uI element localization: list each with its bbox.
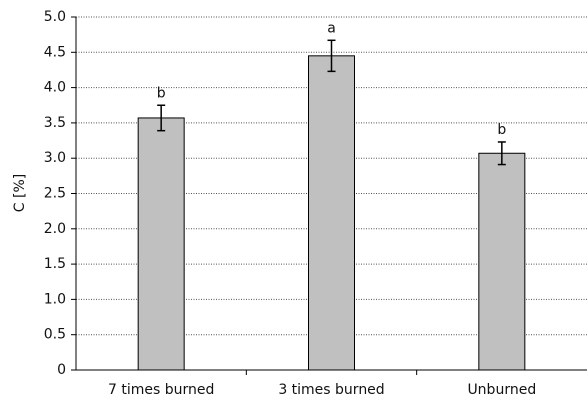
y-tick-label: 2.5 [44, 186, 66, 202]
y-tick-label: 4.0 [44, 80, 66, 96]
y-tick-label: 3.5 [44, 115, 66, 131]
y-tick-label: 2.0 [44, 221, 66, 237]
y-tick-label: 5.0 [44, 9, 66, 25]
bar [308, 55, 355, 371]
y-tick-label: 1.0 [44, 291, 66, 307]
bar [137, 117, 185, 371]
y-axis-label: C [%] [12, 174, 28, 212]
y-tick-label: 0.5 [44, 327, 66, 343]
annotation: b [497, 122, 506, 138]
y-tick-label: 4.5 [44, 44, 66, 60]
y-tick-label: 1.5 [44, 256, 66, 272]
x-tick-label: 7 times burned [108, 382, 214, 398]
annotation: b [157, 85, 166, 101]
x-tick-label: 3 times burned [278, 382, 384, 398]
annotation: a [327, 20, 336, 36]
x-tick-label: Unburned [467, 382, 536, 398]
y-tick-label: 3.0 [44, 150, 66, 166]
y-tick-label: 0 [57, 362, 66, 378]
bar [478, 152, 526, 371]
